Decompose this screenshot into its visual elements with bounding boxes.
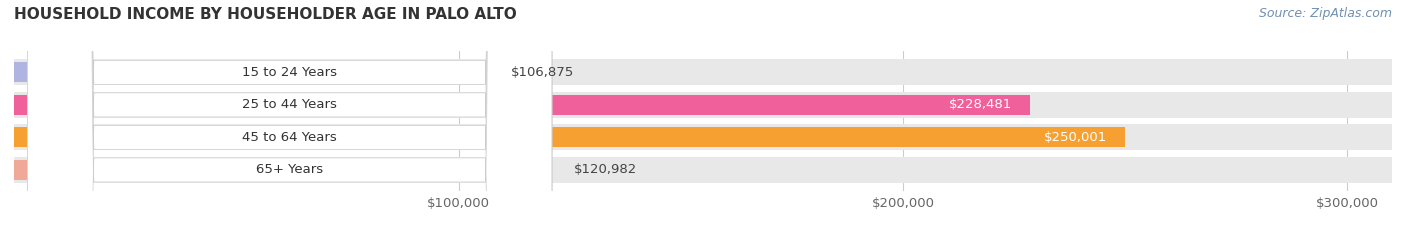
Text: 25 to 44 Years: 25 to 44 Years — [242, 98, 337, 111]
Bar — [14, 127, 1125, 147]
Text: 45 to 64 Years: 45 to 64 Years — [242, 131, 337, 144]
Bar — [14, 95, 1029, 115]
Text: Source: ZipAtlas.com: Source: ZipAtlas.com — [1258, 7, 1392, 20]
Bar — [14, 157, 1392, 183]
Text: $106,875: $106,875 — [512, 66, 575, 79]
Text: $250,001: $250,001 — [1045, 131, 1108, 144]
FancyBboxPatch shape — [27, 0, 553, 233]
Bar — [14, 124, 1392, 151]
Text: 15 to 24 Years: 15 to 24 Years — [242, 66, 337, 79]
Bar — [14, 92, 1392, 118]
Bar — [14, 59, 1392, 86]
FancyBboxPatch shape — [27, 0, 553, 233]
Bar — [14, 62, 489, 82]
FancyBboxPatch shape — [27, 0, 553, 233]
Text: HOUSEHOLD INCOME BY HOUSEHOLDER AGE IN PALO ALTO: HOUSEHOLD INCOME BY HOUSEHOLDER AGE IN P… — [14, 7, 517, 22]
Text: $228,481: $228,481 — [949, 98, 1012, 111]
Bar — [14, 160, 551, 180]
FancyBboxPatch shape — [27, 0, 553, 233]
Text: $120,982: $120,982 — [574, 163, 637, 176]
Text: 65+ Years: 65+ Years — [256, 163, 323, 176]
